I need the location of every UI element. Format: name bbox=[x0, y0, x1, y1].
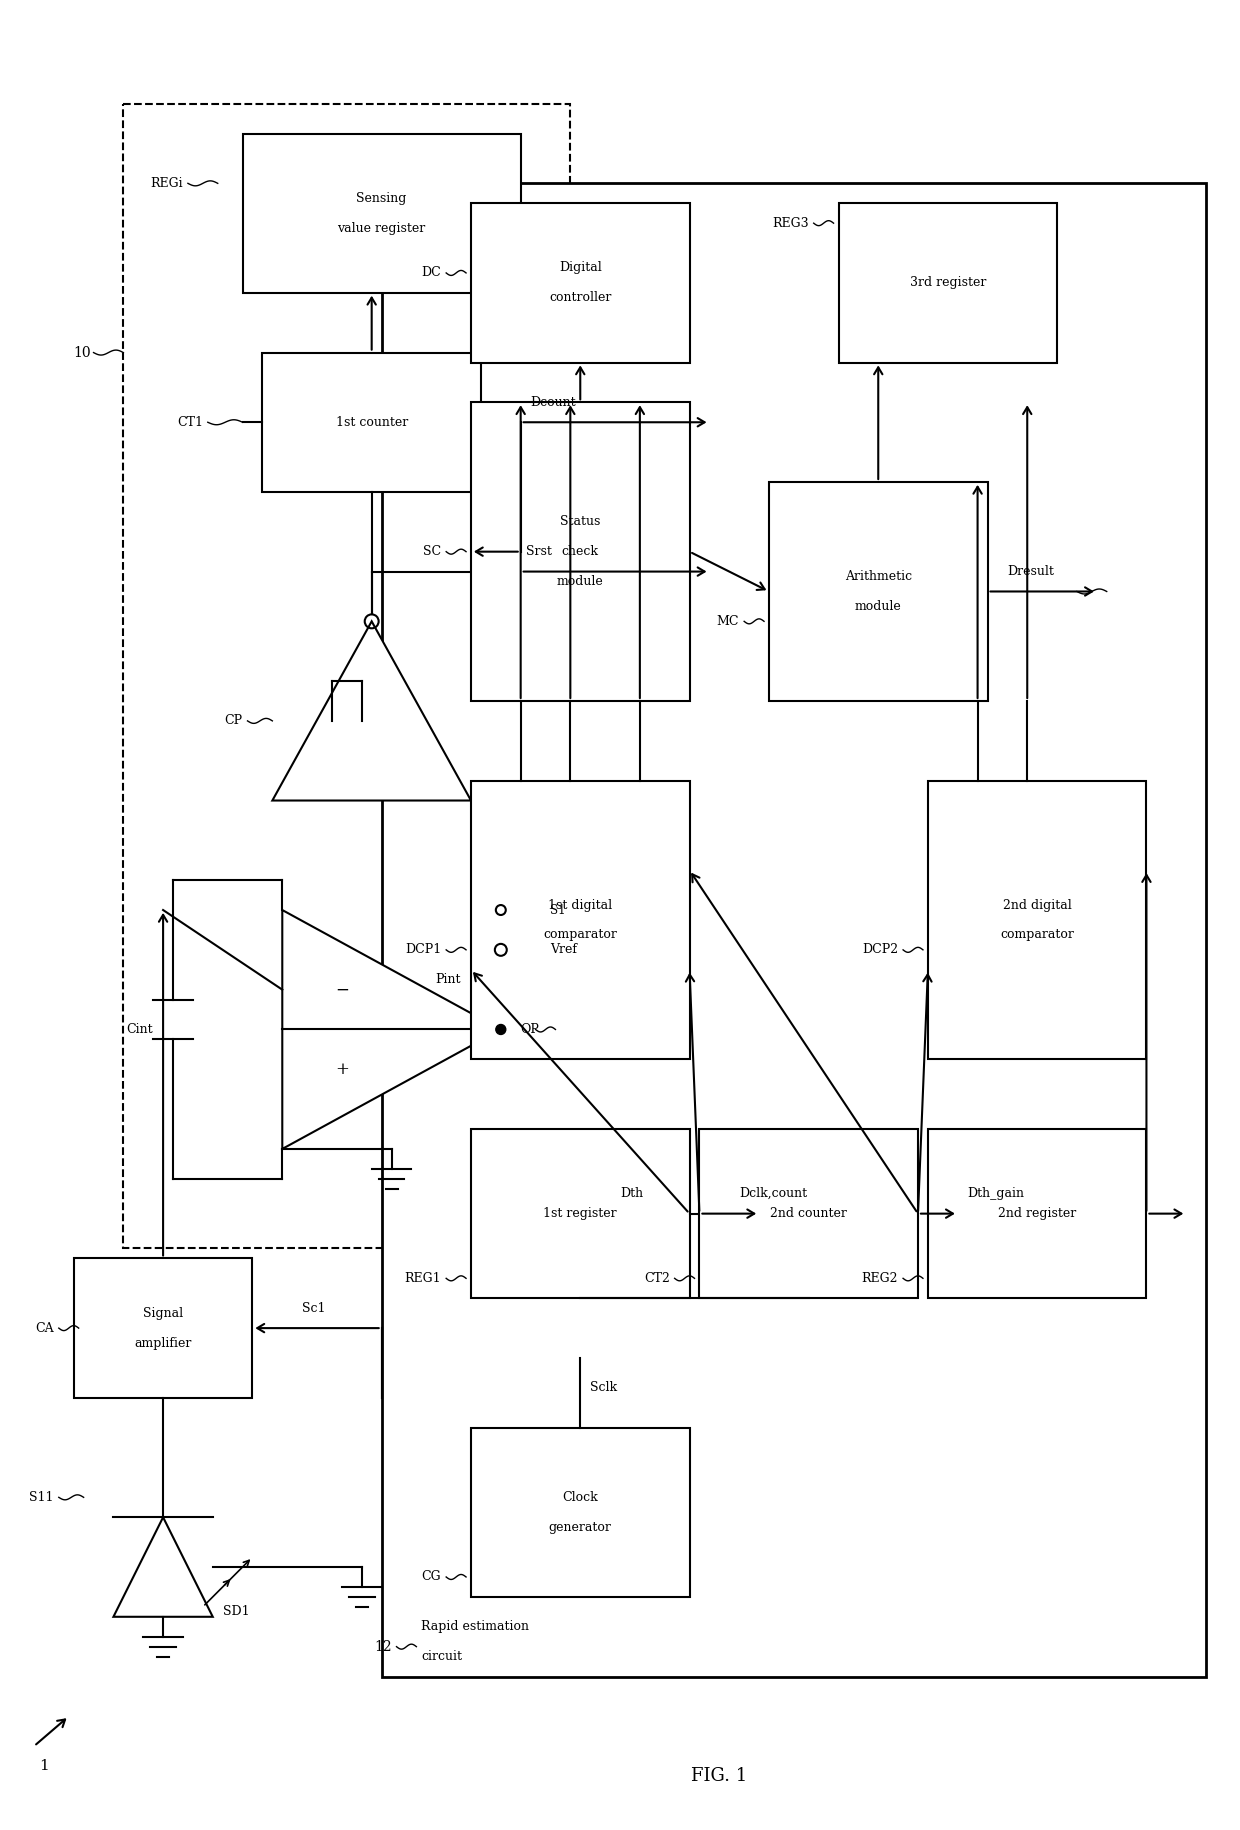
Text: −: − bbox=[335, 981, 348, 997]
Text: MC: MC bbox=[717, 615, 739, 628]
Text: CP: CP bbox=[224, 714, 243, 727]
Text: 2nd register: 2nd register bbox=[998, 1208, 1076, 1221]
Text: Clock: Clock bbox=[563, 1491, 598, 1504]
Text: comparator: comparator bbox=[543, 928, 618, 941]
Text: Dclk,count: Dclk,count bbox=[739, 1188, 807, 1200]
Text: 12: 12 bbox=[374, 1640, 392, 1654]
Text: DCP1: DCP1 bbox=[405, 942, 441, 957]
Text: SD1: SD1 bbox=[223, 1605, 249, 1618]
Text: DCP2: DCP2 bbox=[862, 942, 898, 957]
Bar bbox=[928, 781, 1147, 1060]
Text: Signal: Signal bbox=[143, 1307, 184, 1319]
Text: CT1: CT1 bbox=[177, 415, 203, 428]
Text: module: module bbox=[557, 575, 604, 587]
Text: 3rd register: 3rd register bbox=[910, 276, 986, 289]
Text: generator: generator bbox=[549, 1521, 611, 1534]
Text: 2nd digital: 2nd digital bbox=[1003, 899, 1071, 911]
Text: module: module bbox=[854, 600, 901, 613]
Text: REG2: REG2 bbox=[862, 1272, 898, 1285]
Bar bbox=[699, 1129, 918, 1297]
Text: S1: S1 bbox=[551, 904, 565, 917]
Text: 2nd counter: 2nd counter bbox=[770, 1208, 847, 1221]
Text: Vref: Vref bbox=[551, 942, 578, 957]
Text: Sclk: Sclk bbox=[590, 1382, 618, 1394]
Bar bbox=[73, 1259, 253, 1398]
Text: FIG. 1: FIG. 1 bbox=[691, 1768, 748, 1784]
Text: Srst: Srst bbox=[526, 545, 552, 558]
Bar bbox=[471, 1129, 689, 1297]
Text: CA: CA bbox=[35, 1321, 53, 1334]
Text: check: check bbox=[562, 545, 599, 558]
Text: 1: 1 bbox=[38, 1759, 48, 1773]
Text: 1st digital: 1st digital bbox=[548, 899, 613, 911]
Text: REGi: REGi bbox=[150, 178, 184, 190]
Bar bbox=[382, 183, 1207, 1676]
Bar bbox=[471, 403, 689, 701]
Bar bbox=[928, 1129, 1147, 1297]
Text: controller: controller bbox=[549, 291, 611, 304]
Text: Sc1: Sc1 bbox=[303, 1301, 326, 1314]
Text: Dresult: Dresult bbox=[1007, 565, 1054, 578]
Text: Arithmetic: Arithmetic bbox=[844, 571, 911, 584]
Text: OP: OP bbox=[521, 1023, 539, 1036]
Text: amplifier: amplifier bbox=[134, 1336, 192, 1349]
Text: Dth_gain: Dth_gain bbox=[967, 1188, 1024, 1200]
Bar bbox=[263, 353, 481, 492]
Bar bbox=[243, 134, 521, 293]
Text: DC: DC bbox=[422, 267, 441, 280]
Text: value register: value register bbox=[337, 221, 425, 234]
Text: Dth: Dth bbox=[620, 1188, 644, 1200]
Polygon shape bbox=[273, 622, 471, 800]
Text: Status: Status bbox=[560, 516, 600, 529]
Text: CT2: CT2 bbox=[644, 1272, 670, 1285]
Bar bbox=[471, 781, 689, 1060]
Text: 10: 10 bbox=[73, 346, 92, 359]
Text: 1st counter: 1st counter bbox=[336, 415, 408, 428]
Text: S11: S11 bbox=[30, 1491, 53, 1504]
Text: Rapid estimation: Rapid estimation bbox=[422, 1620, 529, 1632]
Circle shape bbox=[496, 1025, 506, 1034]
Bar bbox=[123, 104, 570, 1248]
Text: REG1: REG1 bbox=[404, 1272, 441, 1285]
Text: CG: CG bbox=[422, 1570, 441, 1583]
Text: Pint: Pint bbox=[435, 974, 461, 986]
Bar bbox=[838, 203, 1056, 362]
Polygon shape bbox=[283, 910, 501, 1149]
Text: SC: SC bbox=[423, 545, 441, 558]
Text: REG3: REG3 bbox=[773, 216, 808, 229]
Bar bbox=[471, 203, 689, 362]
Text: circuit: circuit bbox=[422, 1651, 463, 1663]
Text: Digital: Digital bbox=[559, 262, 601, 274]
Text: Sensing: Sensing bbox=[356, 192, 407, 205]
Text: Dcount: Dcount bbox=[531, 395, 577, 408]
Text: Cint: Cint bbox=[126, 1023, 154, 1036]
Text: 1st register: 1st register bbox=[543, 1208, 618, 1221]
Polygon shape bbox=[113, 1517, 213, 1616]
Bar bbox=[769, 481, 987, 701]
Bar bbox=[471, 1427, 689, 1598]
Text: +: + bbox=[335, 1061, 348, 1078]
Text: comparator: comparator bbox=[1001, 928, 1074, 941]
